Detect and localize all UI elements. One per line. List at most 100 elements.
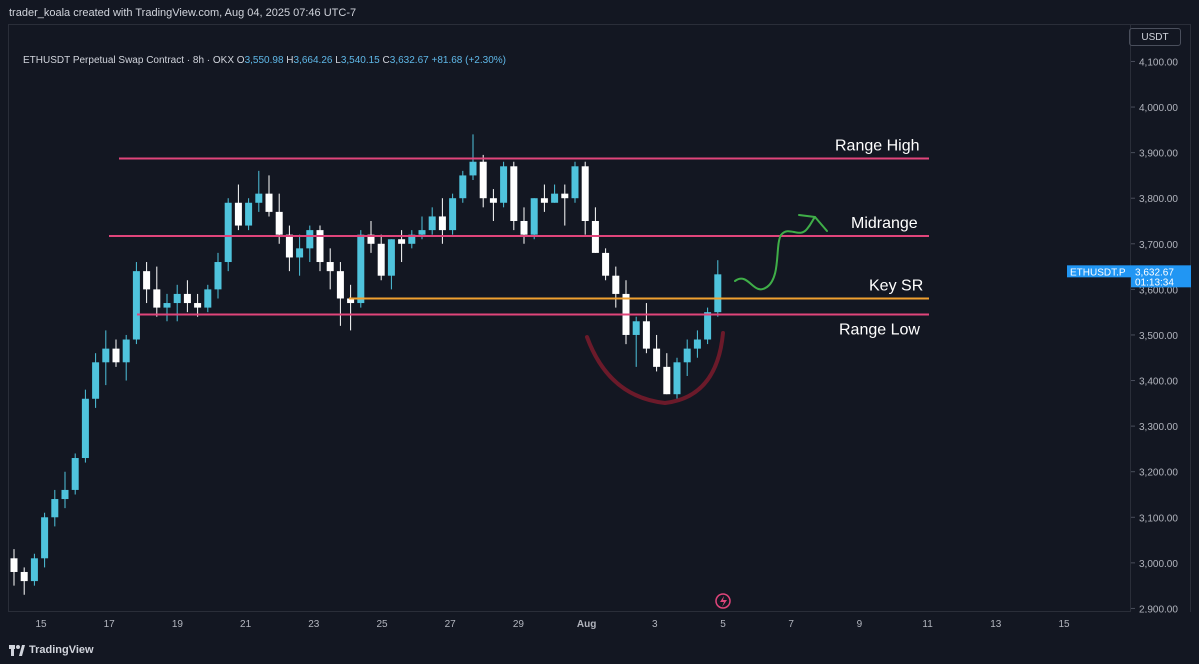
time-tick-label: 15	[35, 619, 47, 630]
candle-body	[530, 198, 538, 235]
bottom-bar: TradingView	[0, 636, 1199, 664]
symbol-legend: ETHUSDT Perpetual Swap Contract · 8h · O…	[23, 55, 506, 66]
chart-frame[interactable]: Range High Midrange Key SR Range Low ETHUSDT…	[8, 24, 1191, 634]
candle-body	[316, 230, 324, 263]
open-value: 3,550.98	[244, 55, 284, 66]
candle-body	[234, 202, 242, 226]
candle-body	[540, 198, 548, 203]
tradingview-logo-icon	[9, 644, 25, 656]
time-tick-label: 11	[922, 619, 933, 630]
price-tick-label: 2,900.00	[1139, 604, 1178, 613]
candle-body	[173, 293, 181, 304]
candle-body	[510, 166, 518, 221]
plot-area[interactable]: Range High Midrange Key SR Range Low ETHUSDT…	[8, 24, 1131, 612]
price-tick-label: 3,800.00	[1139, 194, 1178, 205]
candle-body	[418, 230, 426, 235]
candle-body	[408, 234, 416, 244]
candle-body	[500, 166, 508, 203]
candle-body	[653, 348, 661, 367]
candle-body	[347, 298, 355, 304]
candle-body	[265, 193, 273, 212]
candle-body	[581, 166, 589, 221]
candle-body	[51, 499, 59, 518]
candle-body	[255, 193, 263, 203]
creator-note: trader_koala created with TradingView.co…	[9, 7, 357, 19]
candle-body	[336, 271, 344, 299]
countdown-value: 01:13:34	[1135, 277, 1174, 288]
candles-svg[interactable]: Range High Midrange Key SR Range Low ETHUSDT…	[9, 25, 1132, 613]
candle-body	[357, 234, 365, 304]
level-label-key-sr: Key SR	[869, 277, 923, 294]
candle-body	[367, 234, 375, 244]
candle-body	[132, 271, 140, 340]
current-price-value: 3,632.67	[1135, 267, 1174, 278]
candle-body	[520, 221, 528, 235]
candle-body	[704, 312, 712, 340]
candle-body	[663, 366, 671, 395]
candle-body	[459, 175, 467, 199]
time-tick-label: 13	[990, 619, 1002, 630]
candle-body	[449, 198, 457, 231]
change-value: +81.68 (+2.30%)	[431, 55, 506, 66]
time-tick-label: 29	[513, 619, 525, 630]
candle-body	[30, 558, 38, 582]
symbol-name: ETHUSDT Perpetual Swap Contract · 8h · O…	[23, 55, 235, 66]
price-axis[interactable]: 2,900.00 3,000.00 3,100.00 3,200.00 3,300.00…	[1131, 24, 1191, 615]
close-value: 3,632.67	[389, 55, 429, 66]
time-tick-label: 17	[104, 619, 116, 630]
price-tick-label: 3,900.00	[1139, 149, 1178, 160]
time-axis-svg: 15 17 19 21 23 25 27 29 Aug 3 5 7 9 11 13 15	[35, 619, 1070, 630]
high-value: 3,664.26	[293, 55, 333, 66]
candle-body	[438, 216, 446, 231]
candle-body	[571, 166, 579, 199]
price-tick-label: 3,300.00	[1139, 422, 1178, 433]
price-tick-label: 3,100.00	[1139, 513, 1178, 524]
candle-body	[561, 193, 569, 199]
current-price-tag	[1131, 265, 1191, 288]
candle-body	[642, 321, 650, 349]
high-label: H	[286, 55, 294, 66]
price-tick-label: 3,000.00	[1139, 559, 1178, 570]
candle-body	[143, 271, 151, 290]
candle-body	[102, 348, 110, 363]
candle-body	[306, 230, 314, 249]
candle-body	[683, 348, 691, 363]
rounded-bottom-drawing	[585, 331, 725, 406]
level-label-range-high: Range High	[835, 138, 920, 155]
candle-body	[214, 262, 222, 290]
price-axis-svg: 2,900.00 3,000.00 3,100.00 3,200.00 3,300.00…	[1131, 57, 1191, 615]
candle-body	[428, 216, 436, 231]
candle-body	[71, 458, 79, 490]
symbol-tag-label: ETHUSDT.P	[1070, 267, 1126, 278]
time-tick-label: 5	[720, 619, 726, 630]
projection-arrow	[734, 216, 816, 291]
close-label: C	[382, 55, 390, 66]
time-tick-label: 3	[652, 619, 658, 630]
currency-button[interactable]: USDT	[1129, 28, 1181, 46]
price-tick-label: 4,000.00	[1139, 103, 1178, 114]
time-tick-label: 27	[445, 619, 457, 630]
low-label: L	[335, 55, 341, 66]
candle-body	[224, 202, 232, 263]
candle-body	[153, 289, 161, 308]
candle-body	[398, 239, 406, 244]
candle-body	[10, 558, 18, 572]
tradingview-logo: TradingView	[9, 644, 94, 656]
candle-body	[693, 339, 701, 349]
time-tick-label: Aug	[577, 619, 596, 630]
time-axis[interactable]: 15 17 19 21 23 25 27 29 Aug 3 5 7 9 11 13 15	[8, 612, 1191, 634]
candle-body	[714, 274, 722, 313]
candle-body	[112, 348, 120, 363]
candle-body	[551, 193, 559, 203]
lightning-icon	[715, 593, 731, 609]
price-tick-label: 4,100.00	[1139, 57, 1178, 68]
candle-body	[632, 321, 640, 335]
candle-body	[183, 293, 191, 304]
price-tick-label: 3,400.00	[1139, 377, 1178, 388]
candle-body	[489, 198, 497, 203]
candle-body	[20, 571, 28, 582]
price-tick-label: 3,200.00	[1139, 468, 1178, 479]
price-tick-label: 3,500.00	[1139, 331, 1178, 342]
candle-body	[122, 339, 130, 363]
price-tick-label: 3,600.00	[1139, 285, 1178, 296]
